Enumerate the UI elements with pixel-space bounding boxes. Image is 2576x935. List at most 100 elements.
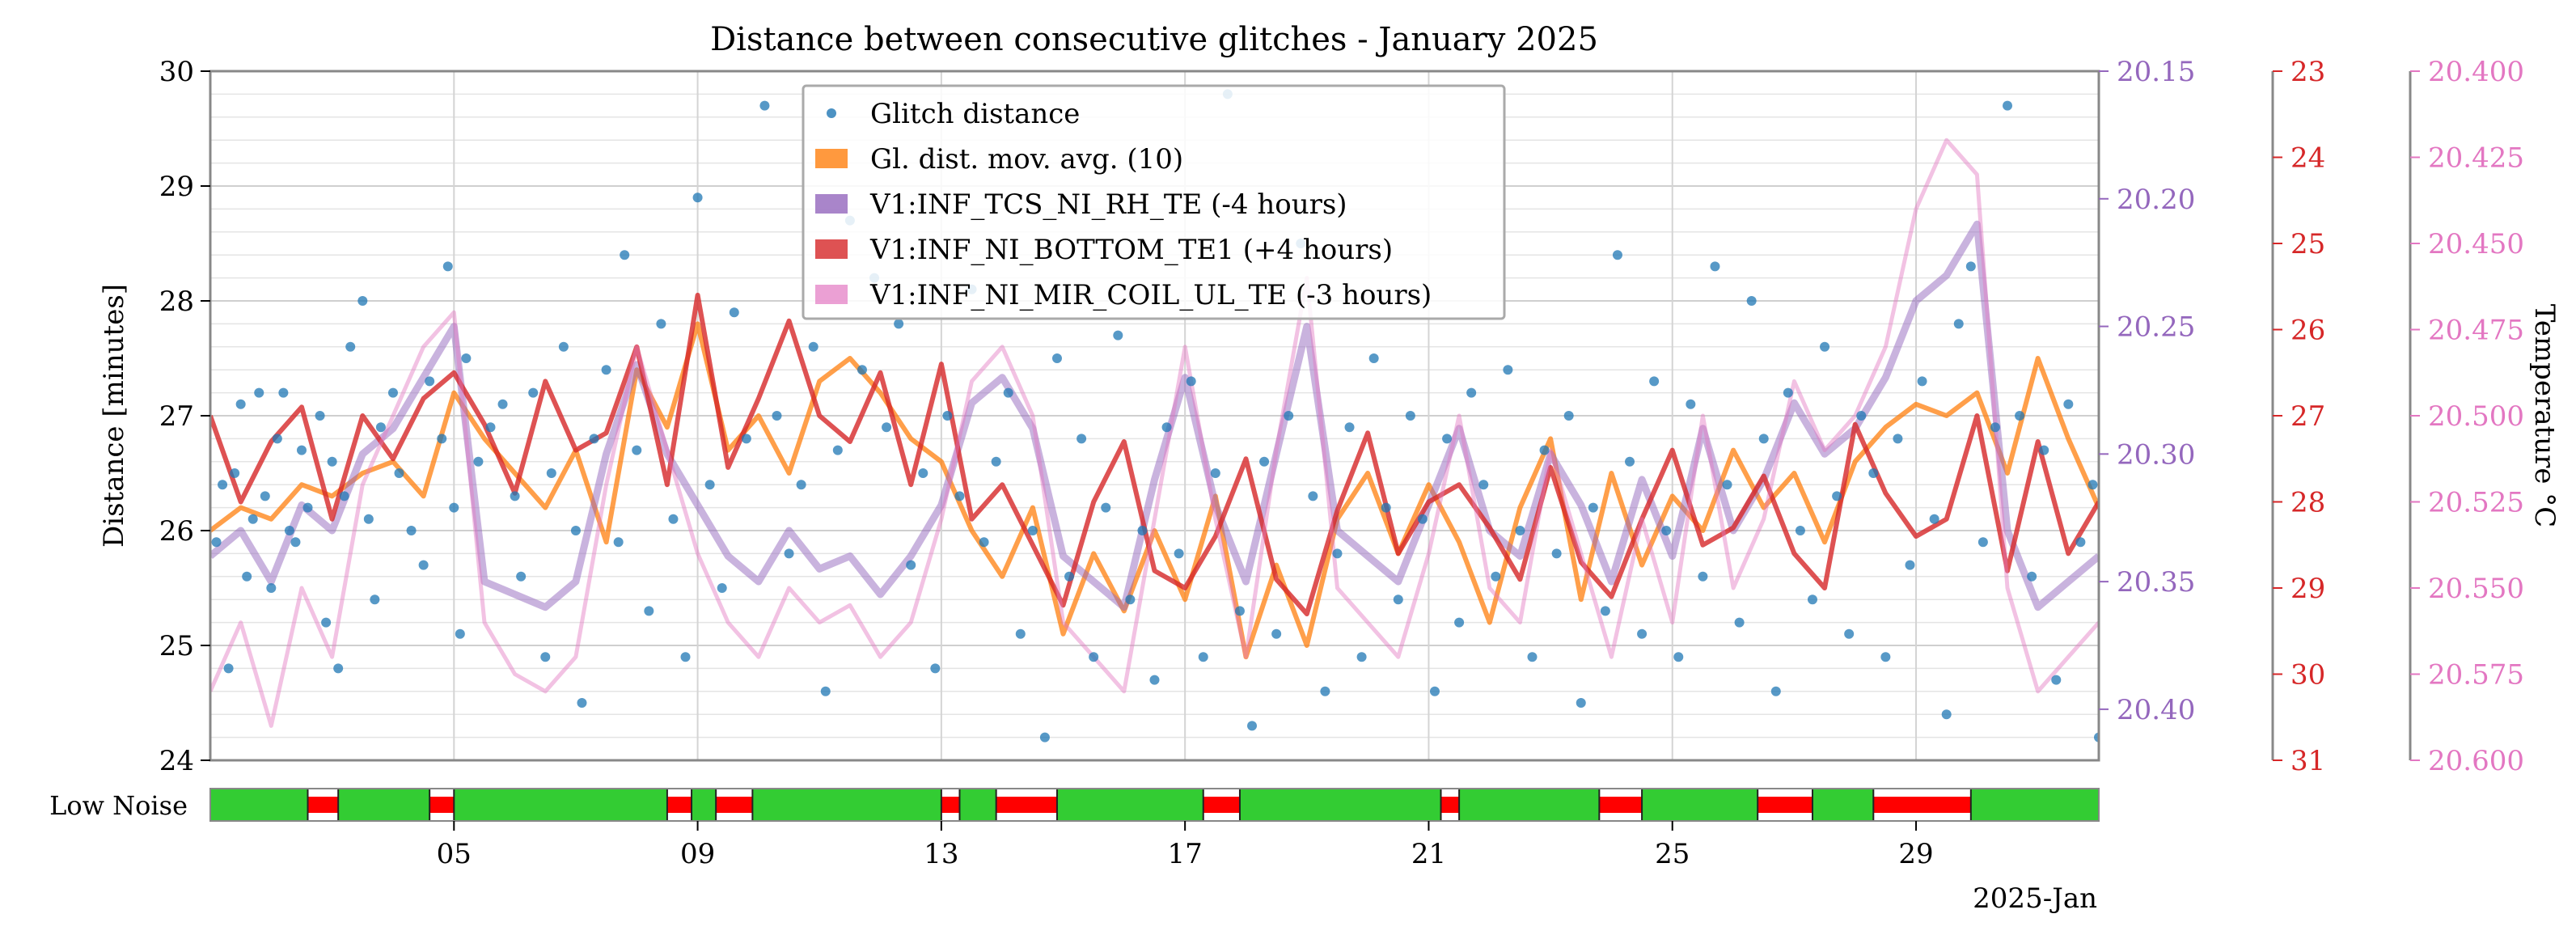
glitch-point xyxy=(1905,560,1915,570)
status-segment-on xyxy=(1056,789,1203,821)
glitch-point xyxy=(1198,652,1208,662)
legend-box xyxy=(802,84,1506,320)
right-axis-tick-label: 25 xyxy=(2290,228,2325,260)
y-axis-label: Distance [minutes] xyxy=(98,284,130,548)
glitch-point xyxy=(1503,365,1513,375)
glitch-point xyxy=(620,250,630,260)
glitch-point xyxy=(1515,526,1525,535)
low-noise-status-bar xyxy=(209,788,2100,822)
glitch-point xyxy=(954,491,965,501)
glitch-point xyxy=(1064,571,1075,582)
y-tick-label: 26 xyxy=(159,515,194,548)
glitch-point xyxy=(218,480,228,490)
glitch-point xyxy=(235,399,246,409)
x-tick-label: 21 xyxy=(1411,838,1446,870)
glitch-point xyxy=(1149,675,1160,685)
right-axis-tick-label: 23 xyxy=(2290,56,2325,88)
x-tick-label: 25 xyxy=(1655,838,1690,870)
glitch-point xyxy=(375,422,386,433)
glitch-point xyxy=(1405,411,1415,421)
glitch-point xyxy=(577,698,587,708)
glitch-point xyxy=(1186,376,1196,387)
glitch-point xyxy=(1795,526,1805,535)
right-axis-tick-label: 20.500 xyxy=(2428,400,2524,433)
glitch-point xyxy=(449,502,459,513)
glitch-point xyxy=(2063,399,2074,409)
legend-swatch xyxy=(815,149,848,168)
status-bar-frame xyxy=(209,788,2100,822)
x-tick-label: 05 xyxy=(437,838,472,870)
glitch-point xyxy=(1027,526,1038,535)
glitch-point xyxy=(2051,675,2062,685)
glitch-point xyxy=(632,445,642,455)
glitch-point xyxy=(1844,628,1855,639)
glitch-point xyxy=(485,422,496,433)
glitch-point xyxy=(1284,411,1294,421)
legend-swatch xyxy=(815,239,848,259)
glitch-point xyxy=(692,192,703,203)
glitch-point xyxy=(1381,502,1391,513)
x-axis: 05 09 13 17 21 25 29 xyxy=(437,821,1934,870)
glitch-point xyxy=(345,341,356,352)
glitch-point xyxy=(1356,652,1367,662)
glitch-point xyxy=(461,353,472,363)
glitch-point xyxy=(290,537,301,548)
status-segment-off xyxy=(1599,797,1643,813)
glitch-point xyxy=(546,468,556,478)
glitch-point xyxy=(339,491,349,501)
glitch-point xyxy=(808,341,818,352)
glitch-point xyxy=(729,307,739,318)
glitch-point xyxy=(516,571,527,582)
glitch-point xyxy=(1990,422,2000,433)
status-segment-on xyxy=(454,789,667,821)
right-axes: 20.15 20.20 20.25 20.30 20.35 20.40 23 24 25 26 27… xyxy=(2099,56,2524,777)
glitch-point xyxy=(437,434,447,444)
status-segment-off xyxy=(996,797,1057,813)
glitch-point xyxy=(1698,571,1708,582)
glitch-point xyxy=(1247,721,1258,731)
glitch-point xyxy=(406,526,417,535)
glitch-point xyxy=(1113,330,1123,341)
glitch-point xyxy=(1003,387,1013,398)
glitch-point xyxy=(455,628,465,639)
glitch-point xyxy=(1832,491,1842,501)
status-segment-off xyxy=(1203,797,1240,813)
glitch-point xyxy=(1770,686,1781,696)
glitch-point xyxy=(832,445,843,455)
x-axis-label: 2025-Jan xyxy=(1973,882,2097,915)
status-segment-on xyxy=(692,789,717,821)
glitch-point xyxy=(1234,606,1245,616)
right-axis-tick-label: 20.525 xyxy=(2428,487,2524,519)
glitch-point xyxy=(1868,468,1879,478)
glitch-point xyxy=(1673,652,1684,662)
y-tick-label: 30 xyxy=(159,56,194,88)
glitch-point xyxy=(1637,628,1648,639)
right-axis-tick-label: 20.25 xyxy=(2117,311,2195,344)
glitch-point xyxy=(704,480,715,490)
status-segment-off xyxy=(1758,797,1813,813)
glitch-point xyxy=(2087,480,2098,490)
glitch-point xyxy=(1661,526,1672,535)
glitch-point xyxy=(1551,548,1562,559)
right-axis-tick-label: 28 xyxy=(2290,487,2325,519)
glitch-point xyxy=(425,376,435,387)
right-axis-tick-label: 20.425 xyxy=(2428,142,2524,175)
right-axis-tick-label: 20.400 xyxy=(2428,56,2524,88)
right-axis-tick-label: 20.15 xyxy=(2117,56,2195,88)
glitch-point xyxy=(1880,652,1891,662)
right-axis-tick-label: 20.575 xyxy=(2428,659,2524,692)
glitch-point xyxy=(272,434,282,444)
glitch-point xyxy=(1722,480,1732,490)
glitch-point xyxy=(601,365,611,375)
glitch-point xyxy=(1941,709,1952,720)
glitch-point xyxy=(1442,434,1453,444)
glitch-point xyxy=(540,652,551,662)
glitch-point xyxy=(1077,434,1087,444)
status-segment-on xyxy=(752,789,941,821)
glitch-point xyxy=(680,652,691,662)
x-tick-label: 09 xyxy=(680,838,715,870)
glitch-point xyxy=(1137,526,1148,535)
glitch-point xyxy=(254,387,264,398)
glitch-point xyxy=(1625,456,1635,467)
status-bar-label: Low Noise xyxy=(49,790,188,821)
